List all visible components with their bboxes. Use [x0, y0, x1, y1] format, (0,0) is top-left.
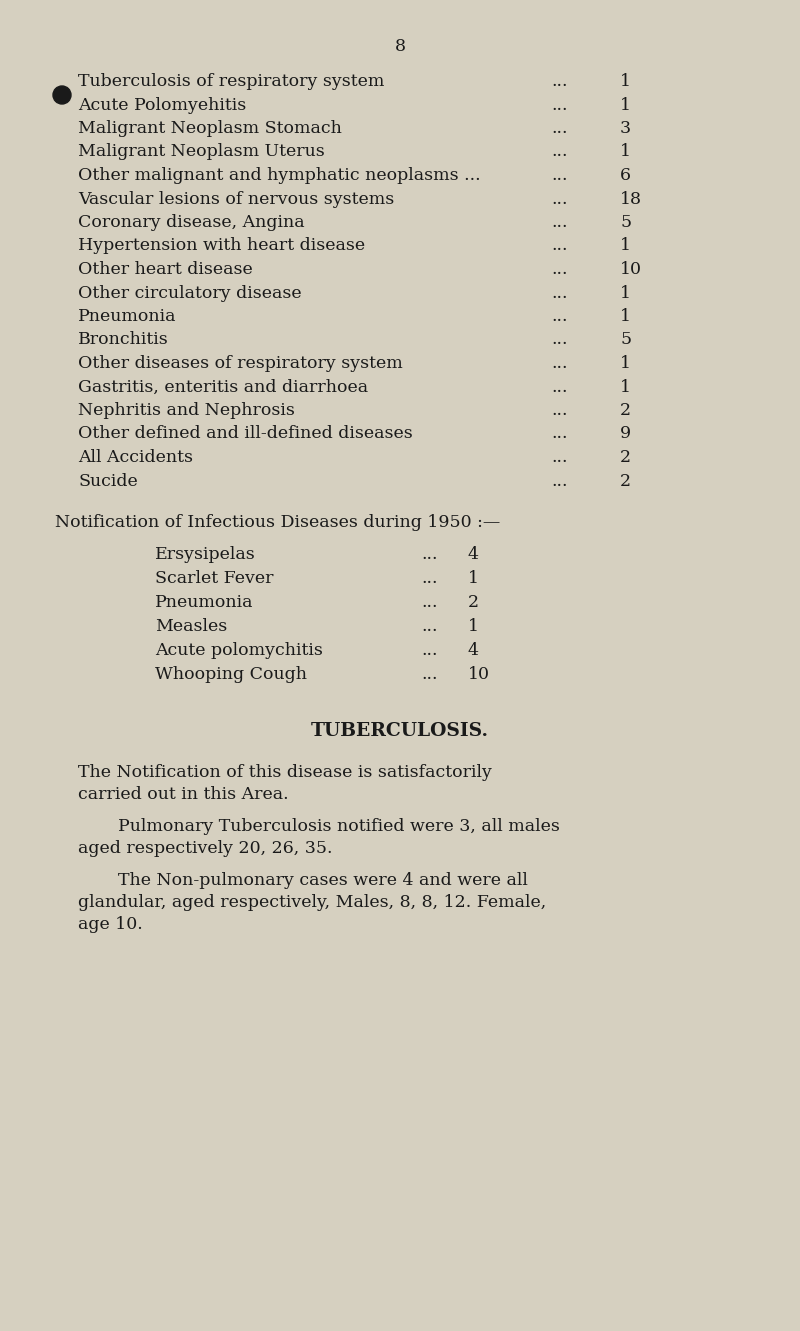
Text: ...: ... — [552, 261, 568, 278]
Text: Other heart disease: Other heart disease — [78, 261, 253, 278]
Text: Coronary disease, Angina: Coronary disease, Angina — [78, 214, 305, 232]
Text: ...: ... — [422, 594, 438, 611]
Text: Sucide: Sucide — [78, 473, 138, 490]
Text: ...: ... — [552, 331, 568, 349]
Text: Acute polomychitis: Acute polomychitis — [155, 642, 323, 659]
Text: Maligrant Neoplasm Uterus: Maligrant Neoplasm Uterus — [78, 144, 325, 161]
Text: ...: ... — [552, 402, 568, 419]
Text: Scarlet Fever: Scarlet Fever — [155, 570, 274, 587]
Text: 4: 4 — [468, 642, 479, 659]
Text: Ersysipelas: Ersysipelas — [155, 546, 256, 563]
Text: Acute Polomyehitis: Acute Polomyehitis — [78, 97, 246, 113]
Text: 6: 6 — [620, 166, 631, 184]
Text: ...: ... — [552, 426, 568, 442]
Text: Other circulatory disease: Other circulatory disease — [78, 285, 302, 302]
Text: 8: 8 — [394, 39, 406, 55]
Text: aged respectively 20, 26, 35.: aged respectively 20, 26, 35. — [78, 840, 333, 857]
Text: Bronchitis: Bronchitis — [78, 331, 169, 349]
Text: The Non-pulmonary cases were 4 and were all: The Non-pulmonary cases were 4 and were … — [118, 872, 528, 889]
Text: age 10.: age 10. — [78, 916, 142, 933]
Text: ...: ... — [422, 666, 438, 683]
Text: 9: 9 — [620, 426, 631, 442]
Text: 1: 1 — [620, 97, 631, 113]
Text: ...: ... — [422, 642, 438, 659]
Text: ...: ... — [552, 190, 568, 208]
Text: Other defined and ill-defined diseases: Other defined and ill-defined diseases — [78, 426, 413, 442]
Text: Pneumonia: Pneumonia — [155, 594, 254, 611]
Text: Maligrant Neoplasm Stomach: Maligrant Neoplasm Stomach — [78, 120, 342, 137]
Text: 5: 5 — [620, 214, 631, 232]
Text: Vascular lesions of nervous systems: Vascular lesions of nervous systems — [78, 190, 394, 208]
Text: ...: ... — [422, 618, 438, 635]
Text: 2: 2 — [620, 449, 631, 466]
Text: ...: ... — [552, 237, 568, 254]
Text: Tuberculosis of respiratory system: Tuberculosis of respiratory system — [78, 73, 384, 91]
Text: TUBERCULOSIS.: TUBERCULOSIS. — [311, 721, 489, 740]
Text: ...: ... — [552, 166, 568, 184]
Text: ...: ... — [552, 97, 568, 113]
Text: Measles: Measles — [155, 618, 227, 635]
Text: Other malignant and hymphatic neoplasms ...: Other malignant and hymphatic neoplasms … — [78, 166, 481, 184]
Text: Nephritis and Nephrosis: Nephritis and Nephrosis — [78, 402, 295, 419]
Text: Gastritis, enteritis and diarrhoea: Gastritis, enteritis and diarrhoea — [78, 378, 368, 395]
Text: ...: ... — [552, 378, 568, 395]
Text: 1: 1 — [620, 285, 631, 302]
Text: 1: 1 — [620, 73, 631, 91]
Text: 3: 3 — [620, 120, 631, 137]
Text: ...: ... — [552, 285, 568, 302]
Text: 1: 1 — [620, 378, 631, 395]
Text: ...: ... — [552, 307, 568, 325]
Text: ...: ... — [552, 73, 568, 91]
Text: Notification of Infectious Diseases during 1950 :—: Notification of Infectious Diseases duri… — [55, 514, 500, 531]
Text: 1: 1 — [620, 355, 631, 371]
Text: 1: 1 — [468, 618, 479, 635]
Text: glandular, aged respectively, Males, 8, 8, 12. Female,: glandular, aged respectively, Males, 8, … — [78, 894, 546, 910]
Text: ...: ... — [552, 473, 568, 490]
Text: ...: ... — [552, 214, 568, 232]
Text: 4: 4 — [468, 546, 479, 563]
Text: 5: 5 — [620, 331, 631, 349]
Text: 1: 1 — [620, 237, 631, 254]
Text: ...: ... — [552, 144, 568, 161]
Text: 10: 10 — [620, 261, 642, 278]
Circle shape — [53, 87, 71, 104]
Text: Pneumonia: Pneumonia — [78, 307, 177, 325]
Text: 1: 1 — [620, 144, 631, 161]
Text: The Notification of this disease is satisfactorily: The Notification of this disease is sati… — [78, 764, 492, 781]
Text: ...: ... — [422, 546, 438, 563]
Text: Hypertension with heart disease: Hypertension with heart disease — [78, 237, 365, 254]
Text: All Accidents: All Accidents — [78, 449, 193, 466]
Text: 10: 10 — [468, 666, 490, 683]
Text: ...: ... — [552, 120, 568, 137]
Text: 2: 2 — [620, 402, 631, 419]
Text: 2: 2 — [468, 594, 479, 611]
Text: Pulmonary Tuberculosis notified were 3, all males: Pulmonary Tuberculosis notified were 3, … — [118, 819, 560, 835]
Text: carried out in this Area.: carried out in this Area. — [78, 787, 289, 803]
Text: ...: ... — [552, 355, 568, 371]
Text: 1: 1 — [468, 570, 479, 587]
Text: 18: 18 — [620, 190, 642, 208]
Text: Whooping Cough: Whooping Cough — [155, 666, 307, 683]
Text: 2: 2 — [620, 473, 631, 490]
Text: ...: ... — [422, 570, 438, 587]
Text: Other diseases of respiratory system: Other diseases of respiratory system — [78, 355, 402, 371]
Text: 1: 1 — [620, 307, 631, 325]
Text: ...: ... — [552, 449, 568, 466]
